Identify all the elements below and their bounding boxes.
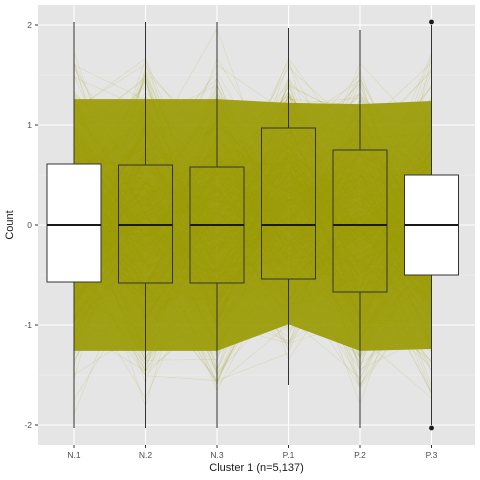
boxplot-P.1	[261, 28, 316, 385]
axes: -2 -1 0 1 2 N.1 N.2 N.3 P.1 P.2 P.3	[24, 20, 437, 460]
outlier-point	[429, 425, 434, 431]
x-tick-label: N.3	[210, 450, 224, 460]
y-tick-label: -1	[24, 320, 32, 330]
boxplots	[46, 19, 459, 431]
boxplot-P.3	[404, 19, 459, 431]
box-iqr	[46, 163, 102, 283]
y-tick-label: -2	[24, 420, 32, 430]
y-tick-label: 2	[27, 20, 32, 30]
y-tick-label: 0	[27, 220, 32, 230]
x-tick-label: P.3	[426, 450, 438, 460]
x-tick-label: P.1	[283, 450, 295, 460]
x-axis-title: Cluster 1 (n=5,137)	[209, 462, 303, 474]
profile-density-band	[74, 99, 432, 351]
outlier-point	[429, 19, 434, 25]
boxplot-N.2	[118, 22, 173, 428]
box-iqr	[332, 149, 388, 293]
boxplot-N.1	[46, 22, 102, 428]
x-tick-label: N.1	[67, 450, 81, 460]
x-tick-label: N.2	[139, 450, 153, 460]
boxplot-N.3	[189, 22, 245, 428]
x-tick-label: P.2	[354, 450, 366, 460]
y-tick-label: 1	[27, 120, 32, 130]
box-iqr	[261, 127, 316, 280]
boxplot-P.2	[332, 30, 388, 428]
y-axis-title: Count	[4, 210, 16, 239]
